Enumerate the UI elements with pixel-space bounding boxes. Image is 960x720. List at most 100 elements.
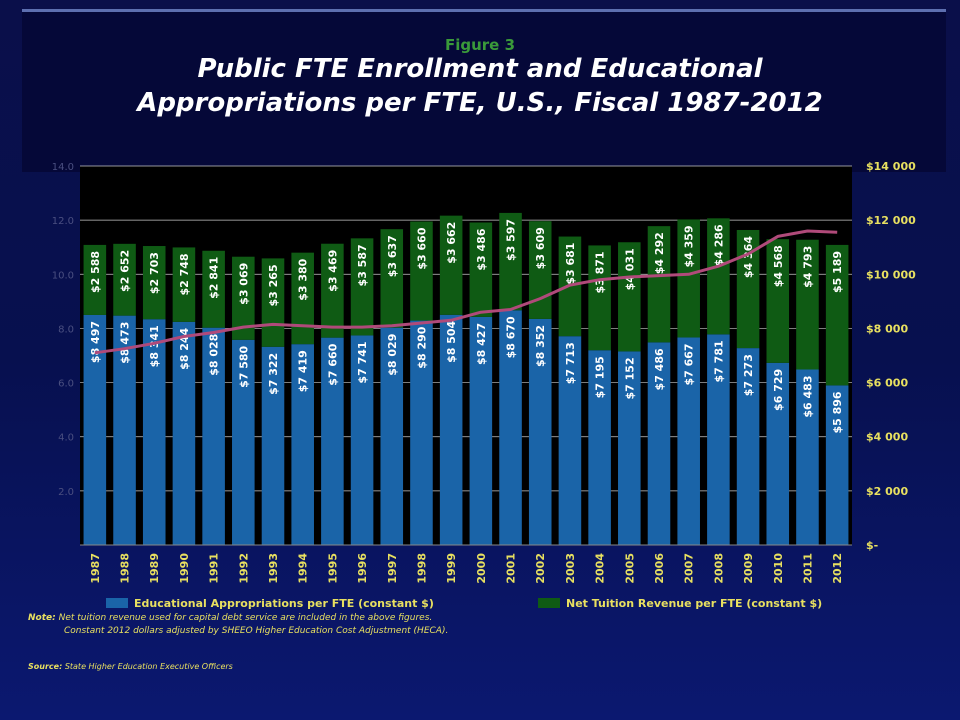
data-label-appropriations: $7 152 (623, 357, 636, 399)
x-axis-tick-label: 2009 (742, 553, 755, 584)
data-label-appropriations: $8 670 (505, 316, 518, 358)
data-label-appropriations: $6 483 (801, 375, 814, 417)
data-label-appropriations: $8 497 (89, 321, 102, 363)
bar-tuition (113, 243, 136, 316)
right-axis-tick-label: $14 000 (866, 160, 916, 173)
data-label-appropriations: $8 427 (475, 323, 488, 365)
left-axis-tick-label: 14.0 (52, 162, 74, 173)
right-axis-tick-label: $8 000 (866, 322, 908, 335)
x-axis-tick-label: 2006 (653, 553, 666, 584)
x-axis-tick-label: 1991 (208, 553, 221, 584)
data-label-tuition: $3 380 (297, 258, 310, 300)
top-rule (22, 9, 946, 12)
bar-tuition (172, 247, 196, 322)
x-axis-tick-label: 2001 (505, 553, 518, 584)
x-axis-tick-label: 1993 (267, 553, 280, 584)
right-axis-tick-label: $12 000 (866, 214, 916, 227)
x-axis-tick-label: 2000 (475, 553, 488, 584)
x-axis-tick-label: 1989 (148, 553, 161, 584)
bar-appropriations (142, 319, 166, 545)
x-axis-tick-label: 1998 (415, 553, 428, 584)
x-axis-tick-label: 2003 (564, 553, 577, 584)
bar-tuition (410, 221, 433, 321)
data-label-appropriations: $7 713 (564, 342, 577, 384)
plot-area (80, 166, 852, 545)
data-label-appropriations: $7 195 (594, 356, 607, 398)
data-label-appropriations: $7 660 (326, 343, 339, 385)
bar-appropriations (202, 327, 225, 545)
data-label-tuition: $3 637 (386, 235, 399, 277)
bar-appropriations (825, 385, 849, 545)
x-axis-tick-label: 2004 (594, 553, 607, 584)
data-label-appropriations: $7 273 (742, 354, 755, 396)
bar-appropriations (380, 327, 404, 545)
x-axis-tick-label: 2008 (712, 553, 725, 584)
bar-tuition (469, 222, 493, 317)
chart-source: Source: State Higher Education Executive… (28, 662, 233, 671)
data-label-appropriations: $7 781 (712, 340, 725, 382)
right-axis-tick-label: $10 000 (866, 268, 916, 281)
bar-tuition (499, 212, 522, 311)
data-label-tuition: $3 265 (267, 264, 280, 306)
data-label-appropriations: $7 419 (297, 350, 310, 392)
bar-appropriations (113, 315, 136, 545)
bar-tuition (350, 238, 374, 336)
note-line-1: Net tuition revenue used for capital deb… (58, 613, 433, 623)
bar-appropriations (736, 348, 760, 545)
data-label-appropriations: $7 322 (267, 353, 280, 395)
data-label-appropriations: $8 029 (386, 334, 399, 376)
legend-label-appropriations: Educational Appropriations per FTE (cons… (134, 597, 434, 610)
bar-appropriations (528, 318, 552, 545)
data-label-tuition: $4 286 (712, 224, 725, 266)
data-label-tuition: $3 469 (326, 250, 339, 292)
data-label-appropriations: $8 473 (119, 322, 132, 364)
data-label-tuition: $3 681 (564, 243, 577, 285)
bar-appropriations (261, 346, 285, 545)
data-label-tuition: $4 364 (742, 236, 755, 278)
bar-appropriations (558, 336, 582, 545)
data-label-tuition: $2 841 (208, 257, 221, 299)
data-label-appropriations: $7 486 (653, 348, 666, 390)
chart-title-line-2: Appropriations per FTE, U.S., Fiscal 198… (137, 88, 823, 118)
x-axis-tick-label: 2011 (801, 553, 814, 584)
bar-appropriations (172, 321, 196, 545)
bar-appropriations (499, 310, 522, 545)
bar-appropriations (291, 344, 314, 545)
legend-swatch-tuition (538, 598, 560, 608)
bar-tuition (232, 256, 255, 340)
bar-tuition (142, 246, 166, 320)
source-text: State Higher Education Executive Officer… (64, 662, 233, 671)
legend-swatch-appropriations (106, 598, 128, 608)
data-label-tuition: $4 568 (772, 245, 785, 287)
x-axis-tick-label: 1994 (297, 553, 310, 584)
data-label-tuition: $3 597 (505, 219, 518, 261)
right-axis-tick-label: $- (866, 539, 878, 552)
data-label-appropriations: $8 341 (148, 325, 161, 367)
chart-title-line-1: Public FTE Enrollment and Educational (197, 54, 763, 84)
source-label: Source: (28, 662, 63, 671)
data-label-tuition: $3 660 (415, 227, 428, 269)
left-axis-tick-label: 10.0 (52, 270, 74, 281)
bar-appropriations (677, 337, 700, 545)
bar-tuition (618, 242, 641, 352)
x-axis-tick-label: 1996 (356, 553, 369, 584)
enrollment-line (94, 229, 838, 355)
data-label-tuition: $3 587 (356, 244, 369, 286)
bar-appropriations (83, 314, 107, 545)
bar-appropriations (410, 320, 433, 545)
bar-tuition (707, 218, 730, 335)
bar-tuition (647, 226, 671, 343)
bar-tuition (439, 215, 463, 315)
figure-label: Figure 3 (444, 36, 516, 54)
data-label-appropriations: $7 580 (237, 345, 250, 387)
right-axis-tick-label: $4 000 (866, 431, 908, 444)
data-label-appropriations: $7 667 (683, 343, 696, 385)
data-label-tuition: $4 031 (623, 248, 636, 290)
bar-tuition (321, 243, 344, 338)
left-axis-tick-label: 8.0 (58, 324, 74, 335)
bar-appropriations (647, 342, 671, 545)
data-label-tuition: $2 588 (89, 251, 102, 293)
data-label-tuition: $4 292 (653, 232, 666, 274)
note-label: Note: (28, 613, 56, 623)
